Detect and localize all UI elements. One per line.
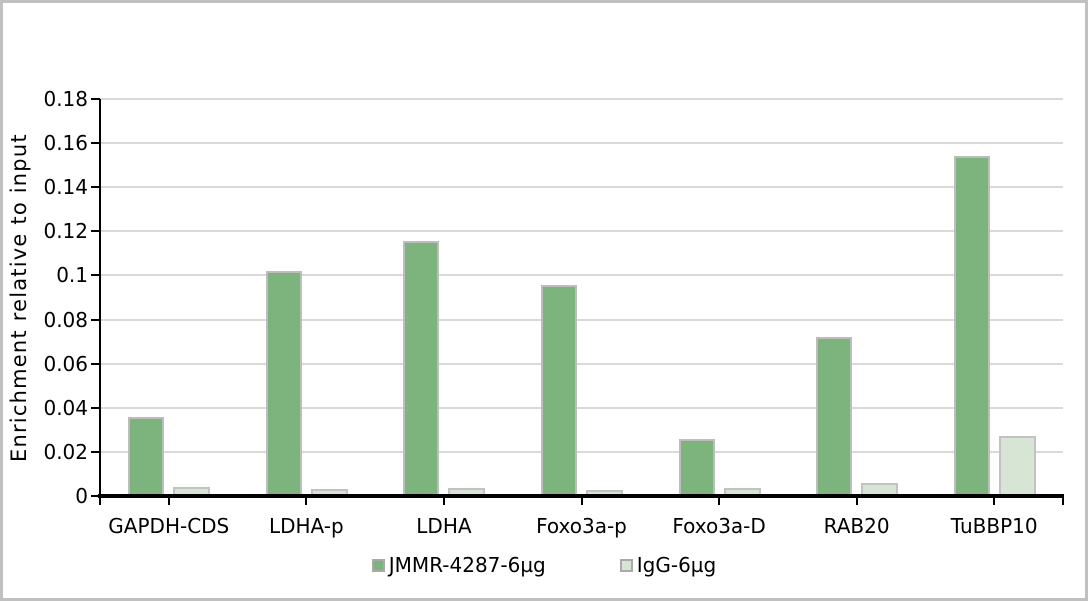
gridline — [100, 230, 1063, 233]
gridline — [100, 450, 1063, 453]
x-axis-label: Foxo3a-p — [536, 514, 627, 538]
y-tick-mark — [91, 362, 100, 365]
x-tick-mark — [1062, 498, 1064, 505]
bar-jmmr — [265, 271, 302, 496]
y-tick-mark — [91, 450, 100, 453]
bar-igg — [861, 483, 899, 496]
y-tick-label: 0.16 — [43, 131, 88, 156]
x-tick-mark — [718, 498, 721, 505]
bar-igg — [310, 489, 348, 496]
legend-label: IgG-6µg — [636, 553, 717, 577]
gridline — [100, 406, 1063, 409]
y-tick-mark — [91, 186, 100, 189]
y-tick-mark — [91, 406, 100, 409]
x-tick-mark — [580, 498, 583, 505]
y-tick-label: 0.1 — [56, 263, 88, 288]
bar-jmmr — [816, 337, 853, 496]
plot-area: 0 0.02 0.04 0.06 0.08 0.1 0.12 0.14 0.16 0.18 — [43, 87, 1064, 508]
x-axis-label: LDHA — [416, 514, 472, 538]
bar-group — [816, 99, 899, 496]
bar-jmmr — [541, 285, 577, 496]
bar-igg — [173, 487, 211, 496]
y-tick-mark — [91, 495, 100, 497]
x-axis-label: GAPDH-CDS — [108, 514, 230, 538]
y-axis-line — [99, 99, 101, 498]
x-tick-mark — [99, 498, 101, 505]
x-axis-label: Foxo3a-D — [672, 514, 766, 538]
gridline — [100, 274, 1063, 277]
gridline — [100, 142, 1063, 145]
legend-item: IgG-6µg — [619, 553, 717, 577]
gridline — [100, 98, 1063, 100]
legend-swatch-igg — [619, 558, 633, 572]
y-tick-label: 0.12 — [43, 219, 88, 244]
y-tick-label: 0 — [75, 484, 88, 508]
bar-jmmr — [403, 241, 440, 496]
y-tick-label: 0.18 — [43, 87, 88, 111]
x-tick-mark — [855, 498, 858, 505]
x-tick-mark — [442, 498, 445, 505]
y-tick-mark — [91, 274, 100, 277]
bar-igg — [723, 488, 761, 496]
x-axis-label: LDHA-p — [268, 514, 344, 538]
legend-swatch-jmmr — [371, 558, 385, 572]
bar-group — [541, 99, 623, 496]
gridline — [100, 186, 1063, 189]
y-tick-label: 0.06 — [43, 351, 88, 376]
y-tick-mark — [91, 230, 100, 233]
bar-group — [128, 99, 211, 496]
gridline — [100, 318, 1063, 321]
legend-item: JMMR-4287-6µg — [371, 553, 546, 577]
y-tick-mark — [91, 318, 100, 321]
x-axis-line — [98, 494, 1064, 498]
bar-igg — [998, 436, 1036, 496]
bar-jmmr — [128, 417, 165, 496]
x-axis-label: TuBBP10 — [950, 514, 1038, 538]
bar-jmmr — [678, 439, 715, 496]
y-tick-mark — [91, 98, 100, 100]
legend: JMMR-4287-6µg IgG-6µg — [3, 553, 1085, 577]
x-tick-mark — [167, 498, 170, 505]
x-tick-mark — [993, 498, 996, 505]
y-tick-label: 0.04 — [43, 395, 88, 420]
y-tick-label: 0.08 — [43, 307, 88, 332]
bar-group — [953, 99, 1036, 496]
bar-group — [403, 99, 486, 496]
bar-igg — [448, 488, 486, 496]
x-axis-label: RAB20 — [823, 514, 890, 538]
bar-group — [265, 99, 348, 496]
gridline — [100, 362, 1063, 365]
x-tick-mark — [305, 498, 308, 505]
bar-jmmr — [953, 156, 990, 496]
y-tick-label: 0.14 — [43, 175, 88, 200]
y-tick-mark — [91, 142, 100, 145]
bar-igg — [586, 490, 623, 496]
legend-label: JMMR-4287-6µg — [388, 553, 546, 577]
bar-group — [678, 99, 761, 496]
y-tick-label: 0.02 — [43, 439, 88, 464]
y-axis-title: Enrichment relative to input — [7, 133, 31, 462]
